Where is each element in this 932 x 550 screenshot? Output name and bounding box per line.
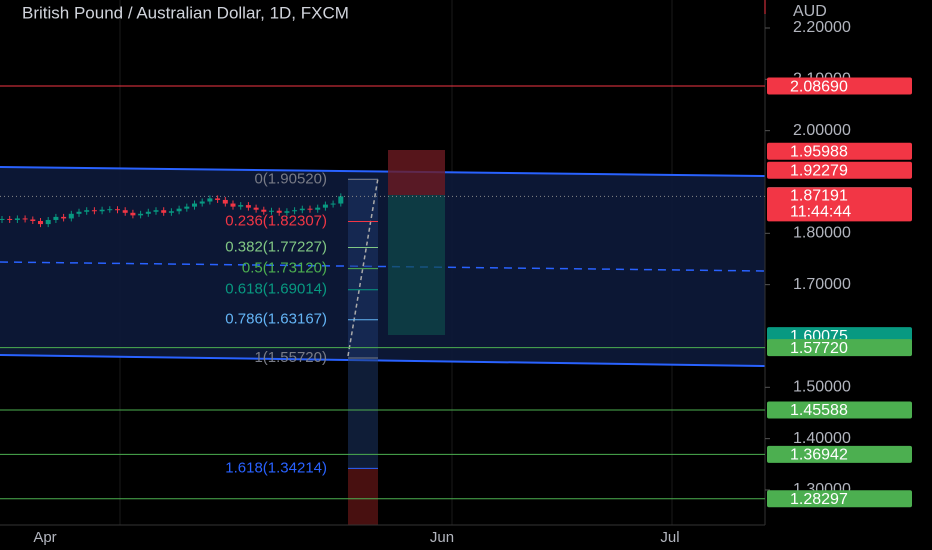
candle bbox=[299, 208, 305, 211]
time-tick: Jun bbox=[430, 529, 454, 546]
candle bbox=[184, 206, 190, 209]
candle bbox=[0, 218, 5, 220]
candle bbox=[245, 205, 251, 208]
fib-label: 0.5(1.73120) bbox=[242, 260, 327, 277]
candle bbox=[253, 207, 259, 210]
candle bbox=[14, 218, 20, 220]
price-tag-label: 1.36942 bbox=[790, 447, 848, 464]
price-tick: 2.20000 bbox=[793, 19, 851, 36]
candle bbox=[30, 219, 36, 222]
candle bbox=[99, 209, 105, 212]
candle bbox=[22, 218, 28, 220]
fib-label: 0.236(1.82307) bbox=[225, 212, 327, 229]
channel-top bbox=[0, 166, 766, 177]
candle bbox=[261, 209, 267, 212]
candle bbox=[145, 211, 151, 214]
candle bbox=[276, 210, 282, 213]
price-tag bbox=[767, 142, 912, 160]
candle bbox=[130, 212, 136, 216]
candle bbox=[91, 210, 97, 212]
fib-label: 0.382(1.77227) bbox=[225, 239, 327, 256]
candle bbox=[284, 211, 290, 213]
candle bbox=[7, 218, 13, 220]
fib-label: 1(1.55720) bbox=[254, 349, 327, 366]
candle bbox=[269, 210, 274, 212]
price-tag bbox=[767, 401, 912, 419]
price-tag-label: 1.57720 bbox=[790, 340, 848, 357]
candle bbox=[230, 203, 236, 207]
candle bbox=[192, 203, 197, 207]
candle bbox=[45, 219, 51, 225]
candle bbox=[207, 198, 213, 202]
candle bbox=[53, 216, 59, 220]
price-tick: 1.40000 bbox=[793, 430, 851, 447]
price-tag bbox=[767, 339, 912, 357]
fib-column bbox=[348, 178, 378, 468]
candle bbox=[307, 208, 313, 210]
candle bbox=[330, 203, 336, 205]
candle bbox=[338, 196, 344, 204]
candle bbox=[76, 211, 82, 214]
candle bbox=[322, 204, 328, 208]
price-tag-label: 1.95988 bbox=[790, 143, 848, 160]
price-tag-label: 2.08690 bbox=[790, 78, 848, 95]
candle bbox=[238, 205, 244, 207]
price-tag-label: 1.92279 bbox=[790, 163, 848, 180]
candle bbox=[122, 210, 128, 213]
currency: AUD bbox=[793, 3, 827, 20]
candle bbox=[292, 210, 298, 212]
candle bbox=[315, 207, 321, 210]
target-zone bbox=[388, 195, 445, 335]
time-tick: Apr bbox=[33, 529, 56, 546]
price-tick: 1.50000 bbox=[793, 379, 851, 396]
candle bbox=[38, 221, 43, 225]
candle bbox=[153, 210, 159, 212]
price-tag bbox=[767, 490, 912, 508]
candle bbox=[115, 209, 120, 211]
title: British Pound / Australian Dollar, 1D, F… bbox=[22, 3, 349, 22]
fib-ext bbox=[348, 468, 378, 525]
last-price-tag bbox=[767, 187, 912, 222]
last-price-label: 1.87191 bbox=[790, 188, 848, 205]
candle bbox=[168, 211, 174, 213]
fib-label: 1.618(1.34214) bbox=[225, 459, 327, 476]
price-tag bbox=[767, 445, 912, 463]
candle bbox=[161, 210, 167, 213]
stop-zone bbox=[388, 150, 445, 195]
candle bbox=[138, 213, 144, 216]
candle bbox=[222, 199, 228, 204]
fib-label: 0(1.90520) bbox=[254, 170, 327, 187]
candle bbox=[84, 210, 90, 212]
price-tag-label: 1.45588 bbox=[790, 402, 848, 419]
price-tick: 1.70000 bbox=[793, 276, 851, 293]
candle bbox=[61, 216, 67, 219]
fib-label: 0.786(1.63167) bbox=[225, 311, 327, 328]
price-tick: 1.80000 bbox=[793, 225, 851, 242]
channel-mid bbox=[0, 261, 766, 272]
price-tag-label: 1.28297 bbox=[790, 491, 848, 508]
price-tag bbox=[767, 161, 912, 179]
channel-bottom bbox=[0, 354, 766, 367]
countdown: 11:44:44 bbox=[790, 204, 851, 221]
candle bbox=[199, 201, 205, 204]
time-tick: Jul bbox=[660, 529, 679, 546]
candle bbox=[176, 208, 182, 212]
candle bbox=[107, 209, 113, 211]
fib-label: 0.618(1.69014) bbox=[225, 281, 327, 298]
candle bbox=[215, 198, 221, 200]
candle bbox=[68, 213, 74, 219]
price-tick: 2.00000 bbox=[793, 122, 851, 139]
fib-trend bbox=[347, 177, 379, 357]
price-tag bbox=[767, 77, 912, 95]
